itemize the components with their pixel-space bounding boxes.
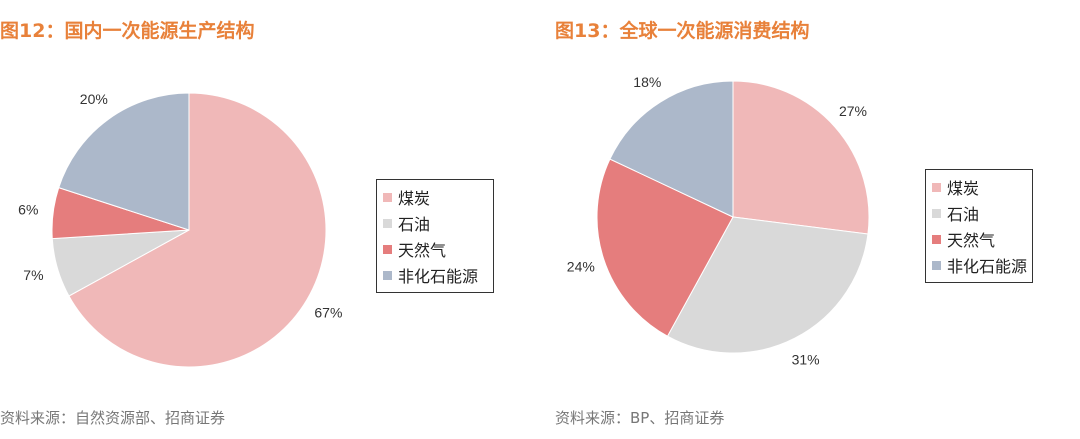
pie-label-oil: 7% [23, 267, 43, 283]
legend-swatch-nonfossil [383, 270, 392, 280]
legend-swatch-coal [383, 192, 392, 202]
pie-chart-domestic-production: 67% 7% 6% 20% [18, 91, 342, 368]
chart-title: 图13：全球一次能源消费结构 [555, 20, 810, 42]
legend-item-nonfossil: 非化石能源 [932, 252, 1028, 278]
legend-label-gas: 天然气 [398, 241, 447, 260]
legend-swatch-gas [383, 244, 392, 254]
pie-slice-coal [732, 80, 870, 235]
legend-item-oil: 石油 [383, 210, 485, 236]
pie-label-gas: 6% [18, 202, 38, 218]
legend-label-oil: 石油 [398, 215, 431, 234]
pie-chart-global-consumption: 27% 31% 24% 18% [567, 74, 870, 368]
pie-label-oil: 31% [792, 352, 820, 368]
chart-source: 资料来源：自然资源部、招商证券 [0, 409, 226, 427]
pie-slice-gas [596, 158, 734, 337]
legend-item-nonfossil: 非化石能源 [383, 262, 485, 288]
pie-label-coal: 27% [839, 103, 867, 119]
legend-swatch-oil [383, 218, 392, 228]
legend-item-oil: 石油 [932, 200, 1024, 226]
pie-label-coal: 67% [314, 305, 342, 321]
legend-swatch-nonfossil [932, 260, 941, 270]
pie-slice-nonfossil [58, 92, 190, 231]
chart-panel-domestic-production: 图12：国内一次能源生产结构 67% 7% 6% 20% 煤炭石油天然气非化石能源 资… [0, 20, 494, 427]
pie-label-nonfossil: 20% [80, 91, 108, 107]
legend-item-coal: 煤炭 [932, 174, 1024, 200]
pie-slice-oil [666, 216, 869, 354]
legend-item-coal: 煤炭 [383, 184, 485, 210]
legend-label-gas: 天然气 [947, 231, 996, 250]
legend-label-nonfossil: 非化石能源 [398, 267, 479, 286]
chart-source: 资料来源：BP、招商证券 [555, 409, 725, 427]
pie-slice-nonfossil [609, 80, 734, 218]
legend-label-oil: 石油 [947, 205, 980, 224]
legend-swatch-oil [932, 208, 941, 218]
chart-title: 图12：国内一次能源生产结构 [0, 20, 255, 42]
legend-label-coal: 煤炭 [947, 179, 980, 198]
legend-label-coal: 煤炭 [398, 189, 431, 208]
legend-swatch-gas [932, 234, 941, 244]
legend-item-gas: 天然气 [932, 226, 1024, 252]
pie-label-gas: 24% [567, 258, 595, 274]
pie-label-nonfossil: 18% [633, 74, 661, 90]
legend-label-nonfossil: 非化石能源 [947, 257, 1028, 276]
pie-slice-coal [68, 92, 327, 368]
legend-swatch-coal [932, 182, 941, 192]
chart-legend: 煤炭石油天然气非化石能源 [925, 169, 1033, 283]
chart-panel-global-consumption: 图13：全球一次能源消费结构 27% 31% 24% 18% 煤炭石油天然气非化石能源… [555, 0, 1080, 439]
chart-legend: 煤炭石油天然气非化石能源 [376, 179, 494, 293]
legend-item-gas: 天然气 [383, 236, 485, 262]
